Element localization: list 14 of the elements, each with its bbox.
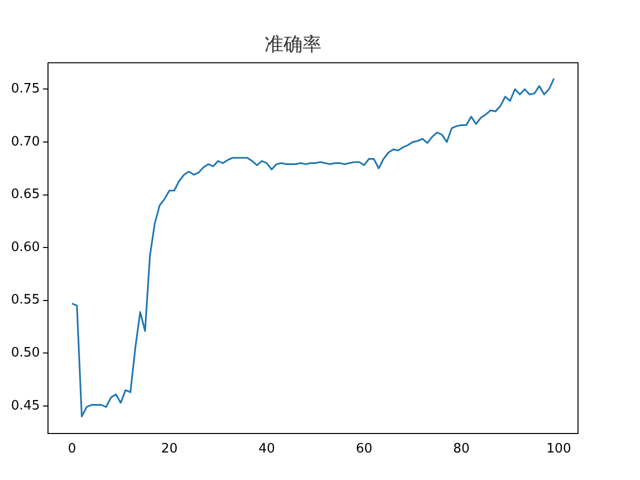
x-tick-label: 20 <box>161 442 178 457</box>
x-tick-label: 80 <box>453 442 470 457</box>
x-tick-label: 100 <box>546 442 572 457</box>
y-tick-label: 0.70 <box>10 134 40 150</box>
y-tick-label: 0.55 <box>10 292 40 308</box>
y-tick-label: 0.75 <box>10 82 40 97</box>
x-tick-label: 60 <box>356 442 372 457</box>
chart-title: 准确率 <box>264 33 322 56</box>
x-tick-label: 0 <box>68 442 76 457</box>
y-tick-label: 0.45 <box>10 398 40 414</box>
x-tick-label: 40 <box>258 442 276 457</box>
y-tick-label: 0.60 <box>10 240 40 255</box>
y-tick-label: 0.50 <box>10 346 40 361</box>
y-tick-label: 0.65 <box>10 187 40 202</box>
